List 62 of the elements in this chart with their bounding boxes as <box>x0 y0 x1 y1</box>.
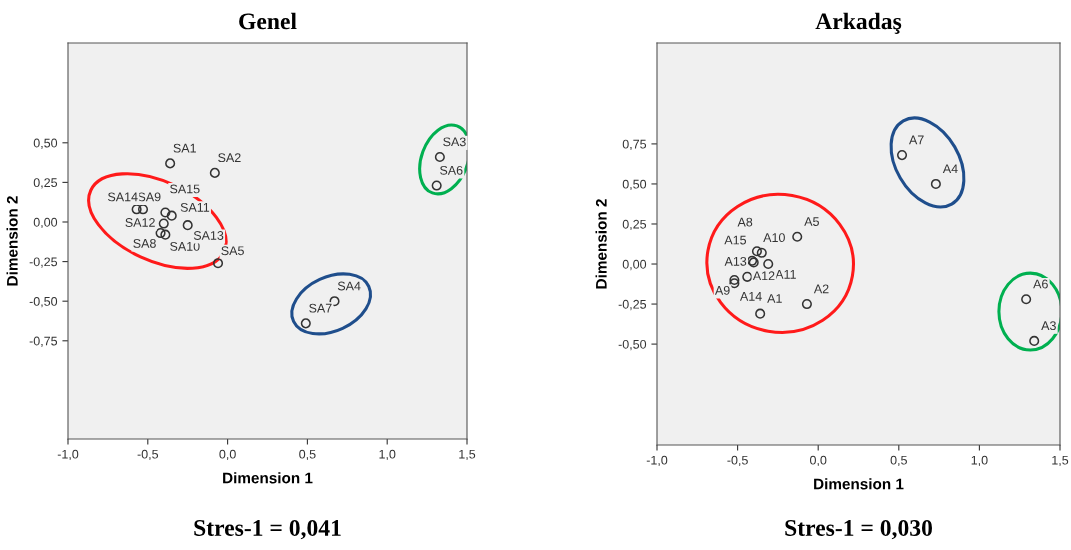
annotation: A7 <box>908 135 924 145</box>
annotation: A15 <box>724 235 747 245</box>
y-tick-label: -0,50 <box>618 339 647 351</box>
annotation: SA12 <box>125 218 155 227</box>
annotation: A8 <box>737 217 753 227</box>
y-tick-label: 0,00 <box>622 259 647 271</box>
y-tick-label: 0,50 <box>622 179 647 191</box>
annotation: A14 <box>739 292 762 301</box>
y-axis-title: Dimension 2 <box>6 196 18 286</box>
x-tick-label: 0,5 <box>890 455 907 467</box>
annotation: A1 <box>767 294 782 303</box>
annotation: SA14 <box>108 192 138 202</box>
x-axis-title: Dimension 1 <box>223 472 313 484</box>
chart-title: Genel <box>239 12 297 30</box>
x-tick-label: 0,0 <box>810 455 827 467</box>
annotation: A10 <box>763 233 785 242</box>
y-tick-label: -0,25 <box>29 257 58 268</box>
y-axis-title: Dimension 2 <box>595 199 607 289</box>
annotation: SA13 <box>193 231 224 240</box>
annotation: SA9 <box>138 192 161 202</box>
annotation: SA11 <box>180 202 210 212</box>
y-tick-label: 0,50 <box>33 138 58 149</box>
annotation: SA10 <box>170 241 200 251</box>
annotation: SA5 <box>221 246 244 256</box>
annotation: A11 <box>775 270 796 279</box>
annotation: SA3 <box>443 137 466 147</box>
x-tick-label: 1,0 <box>971 455 988 467</box>
y-tick-label: 0,25 <box>33 178 58 189</box>
annotation: A5 <box>804 217 819 226</box>
chart-title: Arkadaş <box>815 12 902 34</box>
annotation: SA1 <box>173 143 196 153</box>
x-tick-label: 1,5 <box>459 449 476 461</box>
y-tick-label: 0,00 <box>33 217 58 229</box>
y-tick-label: 0,75 <box>622 139 647 151</box>
x-tick-label: -1,0 <box>646 455 668 467</box>
annotation: A6 <box>1033 279 1048 289</box>
y-tick-label: -0,25 <box>618 299 647 311</box>
annotation: SA4 <box>337 281 361 291</box>
text: Stres-1 = 0,041 <box>194 519 341 540</box>
annotation: A12 <box>752 271 775 281</box>
x-tick-label: -0,5 <box>137 449 159 461</box>
annotation: A4 <box>942 164 958 174</box>
annotation: A2 <box>813 284 829 294</box>
x-axis-title: Dimension 1 <box>814 478 904 490</box>
x-tick-label: 1,5 <box>1052 455 1069 467</box>
x-tick-label: 1,0 <box>379 449 396 461</box>
x-tick-label: 0,0 <box>219 449 236 461</box>
y-tick-label: -0,75 <box>29 336 58 347</box>
x-tick-label: -1,0 <box>57 449 79 461</box>
x-tick-label: -0,5 <box>727 455 748 467</box>
annotation: A9 <box>714 285 730 295</box>
x-tick-label: 0,5 <box>299 449 316 461</box>
annotation: A3 <box>1041 321 1056 331</box>
text: Stres-1 = 0,030 <box>785 519 932 540</box>
annotation: SA8 <box>133 238 156 248</box>
y-tick-label: -0,50 <box>29 296 58 308</box>
annotation: SA6 <box>440 165 463 175</box>
y-tick-label: 0,25 <box>622 219 647 231</box>
annotation: SA2 <box>218 153 241 163</box>
annotation: A13 <box>724 256 747 266</box>
annotation: SA7 <box>309 303 332 313</box>
annotation: SA15 <box>170 184 200 194</box>
